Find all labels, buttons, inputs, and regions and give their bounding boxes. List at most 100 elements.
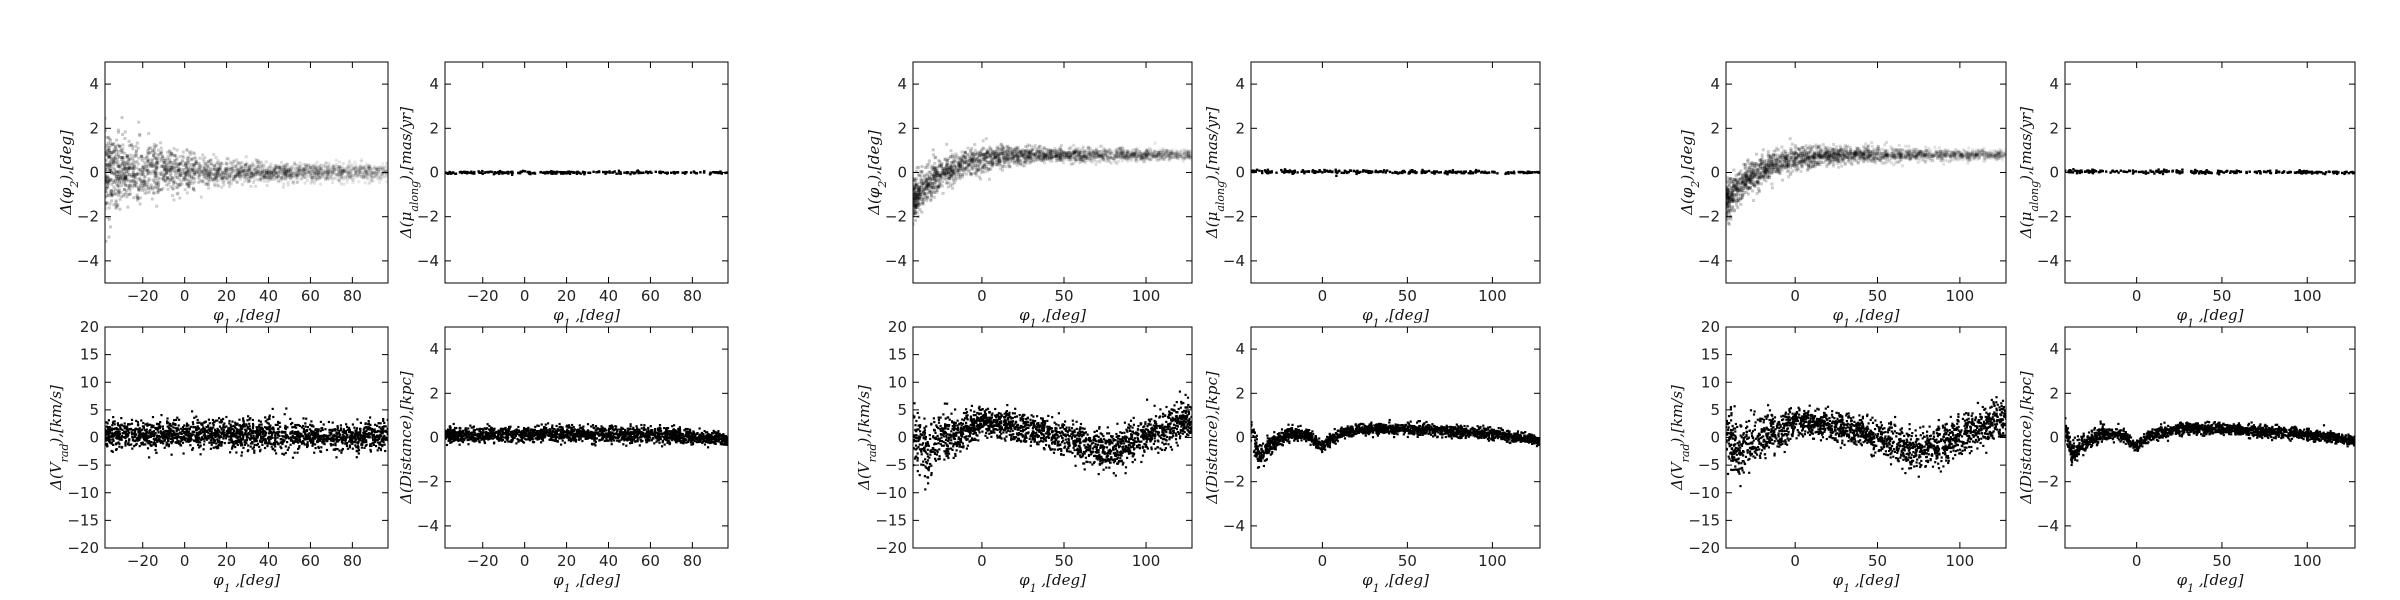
data-point [358,167,361,171]
data-point [295,173,299,177]
data-point [198,436,201,439]
data-point [178,196,182,200]
data-point [277,443,280,446]
data-point [359,166,362,169]
data-point [298,171,302,175]
data-point [252,168,256,172]
data-point [382,419,385,422]
data-point [362,440,365,444]
data-point [306,165,310,169]
data-point [384,169,388,173]
data-point [479,171,483,174]
data-point [259,433,262,436]
data-point [308,166,312,169]
data-point [361,166,365,170]
data-point [295,170,299,174]
data-point [345,173,349,177]
data-point [199,195,203,199]
data-point [545,171,548,174]
data-point [138,176,142,180]
data-point [242,172,246,176]
data-point [106,194,110,197]
data-point [262,175,266,179]
data-point [194,159,198,163]
data-point [240,433,243,436]
data-point [154,443,157,446]
data-point [344,170,348,174]
data-point [365,170,369,174]
data-point [162,160,166,164]
data-point [126,168,130,171]
data-point [162,165,165,169]
data-point [382,440,385,444]
data-point [364,422,367,426]
data-point [341,447,344,451]
data-point [124,441,127,444]
data-point [314,443,317,446]
data-point [238,441,241,444]
data-point [361,439,364,442]
data-point [289,168,293,172]
data-point [326,439,329,442]
data-point [220,433,223,436]
data-point [135,442,138,445]
data-point [152,437,155,440]
data-point [147,171,150,175]
data-point [133,432,136,436]
data-point [338,164,341,168]
data-point [208,173,211,177]
data-point [358,170,362,174]
data-point [247,177,251,180]
data-point [602,170,605,174]
data-point [461,171,464,174]
data-point [154,177,158,181]
data-point [190,157,194,161]
data-point [364,431,367,434]
data-point [214,419,217,422]
data-point [287,168,290,172]
data-point [303,172,307,176]
data-point [335,436,338,439]
data-point [351,441,354,444]
data-point [112,203,116,207]
data-point [378,436,381,439]
data-point [318,168,322,172]
data-point [216,445,219,449]
data-point [192,172,196,176]
data-point [146,149,150,153]
data-point [160,165,163,169]
data-point [143,180,147,184]
data-point [193,173,197,177]
data-point [153,171,157,175]
data-point [240,444,243,447]
data-point [216,168,220,172]
data-point [641,171,644,174]
data-point [221,441,224,444]
data-point [187,156,191,160]
data-point [366,165,370,169]
data-point [333,168,337,172]
data-point [191,421,194,424]
data-point [230,166,234,170]
data-point [346,442,349,445]
data-point [720,171,723,175]
data-point [356,436,359,439]
data-point [233,173,237,177]
data-point [291,426,294,429]
data-point [367,426,370,429]
data-point [242,169,246,173]
data-point [188,163,192,167]
data-point [346,171,350,175]
data-point [137,423,140,426]
data-point [358,438,361,441]
data-point [298,445,301,448]
data-point [365,172,369,175]
data-point [375,167,379,171]
data-point [613,170,616,173]
data-point [199,169,203,173]
data-point [169,429,172,432]
data-point [136,171,140,175]
data-point [272,166,276,170]
data-point [135,149,138,153]
data-point [498,171,502,174]
